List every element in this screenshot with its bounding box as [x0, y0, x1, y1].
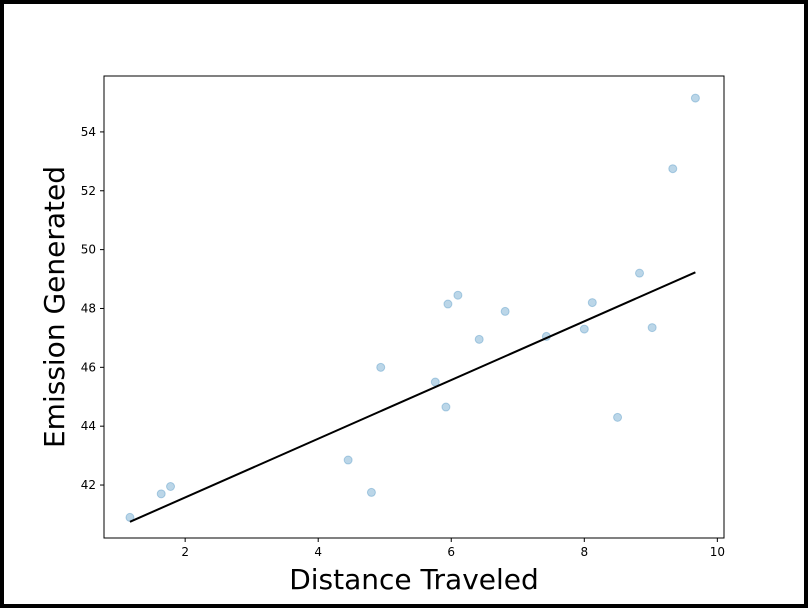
- y-tick-label: 52: [81, 184, 96, 198]
- data-point: [156, 489, 166, 499]
- x-tick-label: 6: [447, 545, 455, 559]
- y-tick-label: 44: [81, 419, 96, 433]
- fit-line-group: [129, 271, 696, 523]
- y-axis-ticks: 42 44 46 48 50 52 54: [81, 125, 104, 492]
- y-tick-label: 46: [81, 360, 96, 374]
- data-point: [441, 402, 451, 412]
- y-tick-label: 50: [81, 243, 96, 257]
- data-point: [668, 164, 678, 174]
- data-point: [587, 298, 597, 308]
- data-point: [635, 268, 645, 278]
- x-tick-label: 8: [580, 545, 588, 559]
- x-tick-label: 4: [314, 545, 322, 559]
- data-point: [579, 324, 589, 334]
- fit-line: [129, 271, 696, 523]
- y-axis-label: Emission Generated: [38, 166, 71, 448]
- y-tick-label: 48: [81, 301, 96, 315]
- data-point: [690, 93, 700, 103]
- data-point: [343, 455, 353, 465]
- y-tick-label: 42: [81, 478, 96, 492]
- x-axis-ticks: 2 4 6 8 10: [181, 538, 725, 559]
- data-point: [647, 323, 657, 333]
- data-point: [376, 362, 386, 372]
- data-points: [125, 93, 700, 522]
- x-tick-label: 2: [181, 545, 189, 559]
- data-point: [166, 482, 176, 492]
- plot-area: [103, 75, 725, 539]
- data-point: [613, 412, 623, 422]
- data-point: [443, 299, 453, 309]
- data-point: [500, 306, 510, 316]
- data-point: [366, 487, 376, 497]
- x-tick-label: 10: [710, 545, 725, 559]
- y-tick-label: 54: [81, 125, 96, 139]
- x-axis-label: Distance Traveled: [289, 563, 539, 596]
- data-point: [453, 290, 463, 300]
- data-point: [474, 334, 484, 344]
